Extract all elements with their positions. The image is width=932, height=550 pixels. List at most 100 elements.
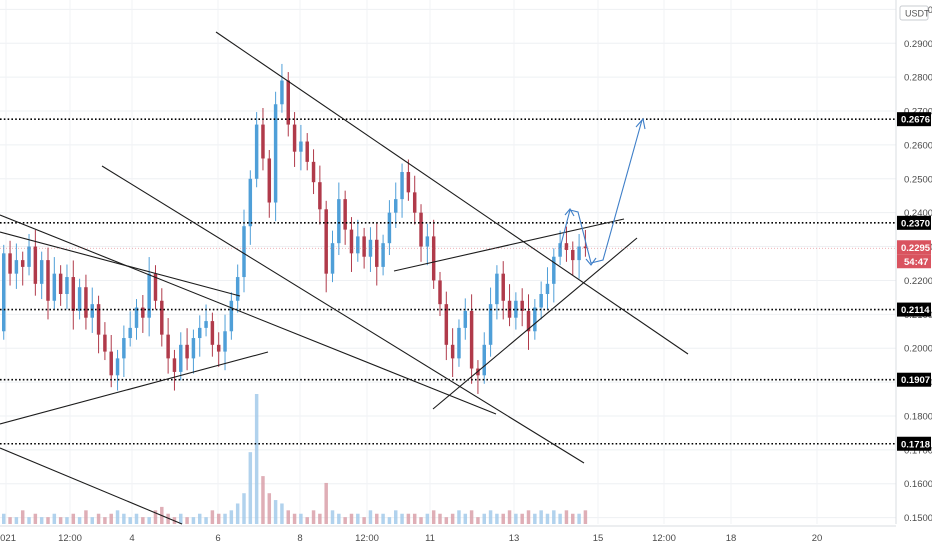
volume-bar [375,513,379,524]
volume-bar [27,517,31,524]
candle-body [488,304,493,345]
candle-body [495,273,499,305]
price-tick-label: 0.1800 [904,411,932,422]
time-axis[interactable] [0,526,896,550]
candle-body [20,260,25,267]
volume-bar [514,513,518,524]
volume-bar [488,510,493,524]
candle-body [292,124,297,152]
volume-bar [90,517,94,524]
volume-bar [419,517,423,524]
current-price-badge[interactable] [897,240,931,255]
level-badge-label: 0.1718 [901,439,930,450]
level-badge[interactable] [897,436,931,451]
trend-line[interactable] [215,31,689,355]
time-tick-label: 4 [129,533,134,544]
candle-body [438,280,442,305]
candle-body [431,236,436,281]
volume-bar [122,513,126,524]
candle-body [533,307,537,332]
level-badge-label: 0.1907 [901,375,930,386]
time-tick-label: 8 [297,533,302,544]
candle-body [381,243,385,267]
candle-body [134,307,139,328]
candle-body [115,358,120,376]
projection-path[interactable] [559,119,643,264]
candle-body [469,310,474,369]
level-badge[interactable] [897,112,931,127]
volume-bar [533,513,537,524]
level-badge[interactable] [897,215,931,230]
volume-bar [286,510,290,524]
volume-bar [507,510,512,524]
candle-body [261,124,265,159]
candle-body [419,212,423,247]
candle-body [198,327,202,339]
candle-body [412,192,417,213]
candle-body [27,246,31,267]
candle-body [526,310,531,332]
trend-line[interactable] [0,231,241,297]
candle-body [545,283,550,294]
volume-bar [450,513,455,524]
volume-bar [501,513,505,524]
volume-bar [564,510,569,524]
candle-body [90,304,94,318]
candle-body [185,344,189,359]
price-tick-label: 0.1700 [904,445,932,456]
volume-bar [216,513,221,524]
level-badge[interactable] [897,302,931,317]
candle-body [65,277,69,294]
price-axis[interactable] [896,0,932,550]
arrow-head-down-icon [585,257,597,266]
candle-body [343,199,347,230]
volume-bar [425,513,430,524]
trend-line[interactable] [0,447,183,525]
trend-line[interactable] [0,214,497,415]
candle-body [273,104,278,203]
time-tick-label: 13 [509,533,520,544]
candle-body [128,327,132,339]
candle-body [210,321,215,345]
volume-bar [235,503,240,524]
candle-body [103,334,107,352]
volume-bar [349,513,354,524]
volume-bar [482,513,486,524]
volume-bar [254,394,259,524]
volume-bar [128,517,132,524]
candle-body [349,229,354,254]
level-badge-label: 0.2114 [901,305,930,316]
candle-body [77,287,82,311]
currency-box[interactable] [899,5,929,21]
currency-label: USDT [905,9,930,19]
projection-arrows [559,117,646,266]
volume-bar [330,510,335,524]
volume-bar [58,517,63,524]
candle-body [558,243,562,257]
volume-bar [248,452,253,524]
time-tick-label: 18 [726,533,737,544]
volume-bar [539,510,543,524]
candle-body [356,236,360,254]
volume-bar [8,517,12,524]
volume-bar [318,513,322,524]
trend-line[interactable] [101,165,585,464]
candle-body [191,338,196,359]
candle-body [229,300,234,332]
trend-line[interactable] [432,237,638,410]
candle-body [552,256,556,284]
volume-bar [406,513,411,524]
time-tick-label: 11 [425,533,435,544]
candle-body [71,277,76,311]
level-badge[interactable] [897,372,931,387]
volume-bar [185,517,189,524]
volume-bar [134,513,139,524]
volume-bar [495,513,499,524]
trend-line[interactable] [393,218,625,272]
volume-bar [387,517,392,524]
candle-body [248,178,253,227]
trend-line[interactable] [0,351,269,425]
time-tick-label: 6 [215,533,220,544]
